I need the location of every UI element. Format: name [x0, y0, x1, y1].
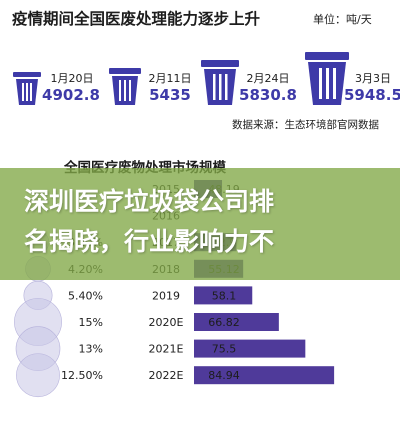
capacity-value: 4902.8	[42, 86, 100, 104]
value-label: 84.94	[208, 369, 240, 382]
period-date: 3月3日	[355, 72, 391, 85]
year-label: 2021E	[149, 343, 184, 356]
trash-bin-icon	[12, 70, 42, 106]
year-label: 2020E	[149, 316, 184, 329]
growth-label: 15%	[79, 316, 103, 329]
headline-line-1: 深圳医疗垃圾袋公司排	[24, 187, 275, 216]
value-label: 66.82	[208, 316, 240, 329]
trash-bin-icon	[108, 66, 142, 106]
period-date: 2月11日	[148, 72, 192, 85]
unit-label: 单位：吨/天	[313, 13, 372, 26]
period-date: 1月20日	[50, 72, 94, 85]
headline-overlay	[0, 168, 400, 280]
trash-bin-icon	[200, 58, 240, 106]
growth-label: 13%	[79, 343, 103, 356]
value-label: 58.1	[212, 289, 237, 302]
year-label: 2022E	[149, 369, 184, 382]
trash-bin-icon	[304, 50, 350, 106]
data-source-note: 数据来源：生态环境部官网数据	[232, 119, 379, 131]
capacity-value: 5948.5	[344, 86, 400, 104]
capacity-value: 5830.8	[239, 86, 297, 104]
top-panel-title: 疫情期间全国医废处理能力逐步上升	[12, 10, 261, 28]
year-label: 2019	[152, 289, 180, 302]
market-bar	[194, 339, 306, 358]
period-date: 2月24日	[246, 72, 290, 85]
headline: 深圳医疗垃圾袋公司排 名揭晓，行业影响力不	[24, 182, 400, 262]
market-bar	[194, 286, 253, 305]
headline-line-2: 名揭晓，行业影响力不	[24, 227, 275, 256]
capacity-value: 5435	[149, 86, 191, 104]
value-label: 75.5	[212, 343, 237, 356]
growth-bubble	[16, 353, 60, 398]
market-bar	[194, 366, 335, 385]
growth-label: 5.40%	[68, 289, 103, 302]
market-bar	[194, 313, 279, 331]
growth-label: 12.50%	[61, 369, 103, 382]
